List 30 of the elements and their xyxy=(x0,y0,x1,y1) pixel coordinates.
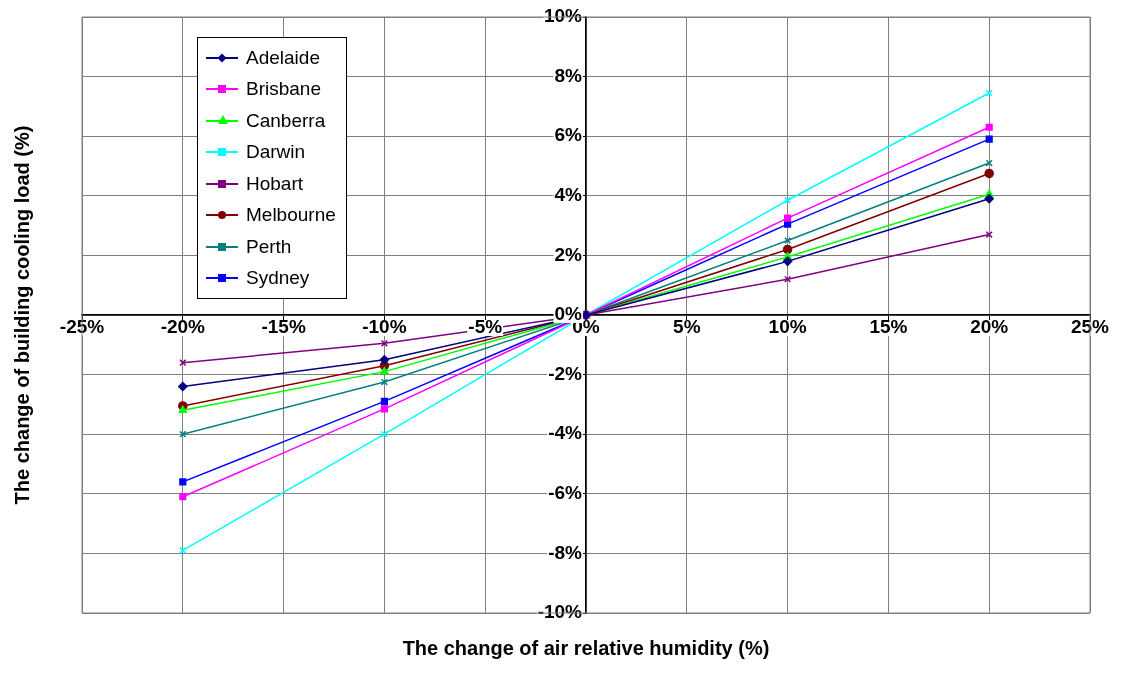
legend-label: Hobart xyxy=(246,172,304,195)
x-tick-label: -5% xyxy=(468,316,503,338)
legend-label: Canberra xyxy=(246,109,326,132)
legend-label: Sydney xyxy=(246,267,310,290)
x-axis-title: The change of air relative humidity (%) xyxy=(402,636,770,660)
x-tick-label: 25% xyxy=(1070,316,1110,338)
legend-label: Darwin xyxy=(246,141,306,164)
y-tick-label: 8% xyxy=(554,64,583,86)
y-tick-label: 4% xyxy=(554,184,583,206)
x-tick-label: 20% xyxy=(970,316,1009,338)
y-tick-label: -10% xyxy=(537,601,583,623)
legend-label: Adelaide xyxy=(246,46,320,69)
x-tick-label: -10% xyxy=(362,316,407,338)
legend-label: Melbourne xyxy=(246,204,336,227)
legend-label: Brisbane xyxy=(246,78,321,101)
x-tick-label: 15% xyxy=(869,316,908,338)
x-tick-label: 10% xyxy=(768,316,807,338)
x-tick-label: 5% xyxy=(673,316,701,338)
y-tick-label: -6% xyxy=(548,482,583,504)
x-tick-label: -15% xyxy=(261,316,306,338)
y-tick-label: 10% xyxy=(543,5,583,27)
y-tick-label: -2% xyxy=(548,362,583,384)
y-axis-title: The change of building cooling load (%) xyxy=(10,125,34,505)
x-tick-label: -25% xyxy=(59,316,105,338)
legend-label: Perth xyxy=(246,235,292,258)
x-tick-label: -20% xyxy=(160,316,206,338)
y-tick-label: 6% xyxy=(554,124,583,146)
y-tick-label: -8% xyxy=(548,541,583,563)
y-tick-label: -4% xyxy=(548,422,583,444)
y-tick-label: 2% xyxy=(554,243,583,265)
